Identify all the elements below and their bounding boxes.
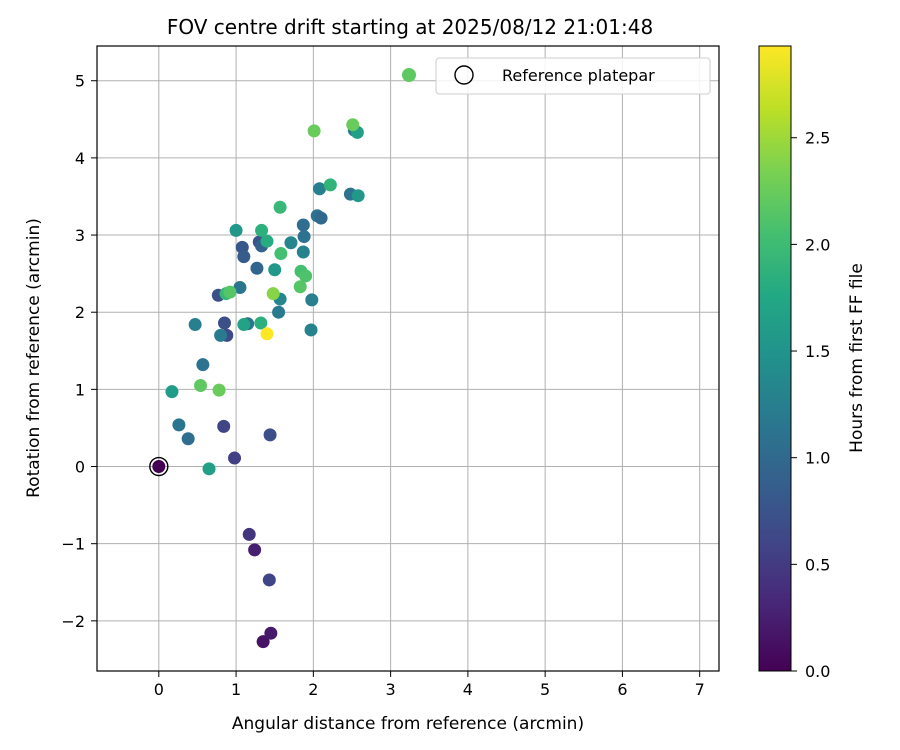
data-point bbox=[229, 223, 243, 237]
colorbar: 0.0 0.5 1.0 1.5 2.0 2.5 Hours from first FF f… bbox=[758, 45, 867, 681]
data-point bbox=[272, 305, 286, 319]
data-point bbox=[297, 230, 311, 244]
data-point bbox=[255, 223, 269, 237]
data-point bbox=[202, 462, 216, 476]
data-point bbox=[250, 261, 264, 275]
data-point bbox=[293, 280, 307, 294]
legend-label-reference: Reference platepar bbox=[502, 66, 655, 85]
data-point bbox=[242, 527, 256, 541]
data-point bbox=[274, 247, 288, 261]
data-point bbox=[196, 358, 210, 372]
y-tick-label: −2 bbox=[61, 612, 85, 631]
data-point bbox=[268, 263, 282, 277]
data-point bbox=[260, 234, 274, 248]
data-point bbox=[194, 379, 208, 393]
colorbar-tick-label: 0.5 bbox=[805, 555, 830, 574]
x-axis-ticks: 0 1 2 3 4 5 6 7 bbox=[154, 671, 705, 699]
data-point bbox=[304, 323, 318, 337]
data-point bbox=[266, 287, 280, 301]
data-point bbox=[284, 236, 298, 250]
colorbar-ticks: 0.0 0.5 1.0 1.5 2.0 2.5 bbox=[791, 129, 830, 681]
colorbar-tick-label: 0.0 bbox=[805, 662, 830, 681]
x-axis-label: Angular distance from reference (arcmin) bbox=[232, 714, 584, 734]
y-tick-label: 2 bbox=[75, 303, 85, 322]
data-point bbox=[323, 178, 337, 192]
x-tick-label: 2 bbox=[308, 680, 318, 699]
data-point bbox=[181, 432, 195, 446]
data-point bbox=[296, 218, 310, 232]
y-tick-label: 1 bbox=[75, 380, 85, 399]
data-point bbox=[262, 573, 276, 587]
x-tick-label: 0 bbox=[154, 680, 164, 699]
y-tick-label: 5 bbox=[75, 72, 85, 91]
data-point bbox=[248, 543, 262, 557]
data-point bbox=[172, 418, 186, 432]
y-axis-label: Rotation from reference (arcmin) bbox=[24, 218, 44, 498]
data-point bbox=[296, 245, 310, 259]
data-point bbox=[217, 316, 231, 330]
x-tick-label: 5 bbox=[540, 680, 550, 699]
y-tick-label: 4 bbox=[75, 149, 85, 168]
data-point bbox=[228, 451, 242, 465]
chart-title: FOV centre drift starting at 2025/08/12 … bbox=[167, 15, 653, 39]
data-point bbox=[307, 124, 321, 138]
y-axis-ticks: −2 −1 0 1 2 3 4 5 bbox=[61, 72, 97, 631]
y-tick-label: −1 bbox=[61, 535, 85, 554]
x-tick-label: 1 bbox=[231, 680, 241, 699]
data-point bbox=[237, 250, 251, 264]
data-point bbox=[223, 285, 237, 299]
data-point bbox=[217, 419, 231, 433]
data-point bbox=[152, 460, 166, 474]
y-tick-label: 3 bbox=[75, 226, 85, 245]
reference-platepar-marker bbox=[149, 456, 169, 477]
x-tick-label: 6 bbox=[617, 680, 627, 699]
data-point bbox=[233, 281, 247, 295]
plot-frame bbox=[96, 45, 720, 672]
data-point bbox=[273, 200, 287, 214]
data-point bbox=[314, 211, 328, 225]
data-point bbox=[305, 293, 319, 307]
legend-marker-reference bbox=[454, 65, 474, 85]
colorbar-gradient bbox=[758, 45, 792, 672]
x-tick-label: 3 bbox=[386, 680, 396, 699]
data-point bbox=[313, 182, 327, 196]
y-tick-label: 0 bbox=[75, 458, 85, 477]
data-point bbox=[346, 118, 360, 132]
data-point bbox=[212, 383, 226, 397]
data-points bbox=[149, 118, 365, 649]
data-point bbox=[188, 318, 202, 332]
x-tick-label: 4 bbox=[463, 680, 473, 699]
colorbar-tick-label: 2.5 bbox=[805, 129, 830, 148]
colorbar-tick-label: 1.5 bbox=[805, 342, 830, 361]
colorbar-label: Hours from first FF file bbox=[847, 263, 867, 453]
data-point bbox=[165, 385, 179, 399]
data-point bbox=[351, 189, 365, 203]
colorbar-tick-label: 1.0 bbox=[805, 449, 830, 468]
legend: Reference platepar bbox=[402, 57, 711, 95]
data-point bbox=[237, 318, 251, 332]
grid-lines bbox=[97, 46, 719, 671]
data-point bbox=[264, 626, 278, 640]
legend-marker-filled bbox=[402, 68, 416, 82]
data-point bbox=[214, 328, 228, 342]
data-point bbox=[260, 327, 274, 341]
data-point bbox=[263, 428, 277, 442]
data-point bbox=[254, 316, 268, 330]
data-point bbox=[299, 269, 313, 283]
colorbar-tick-label: 2.0 bbox=[805, 235, 830, 254]
data-point bbox=[256, 635, 270, 649]
x-tick-label: 7 bbox=[695, 680, 705, 699]
legend-box bbox=[435, 57, 711, 95]
